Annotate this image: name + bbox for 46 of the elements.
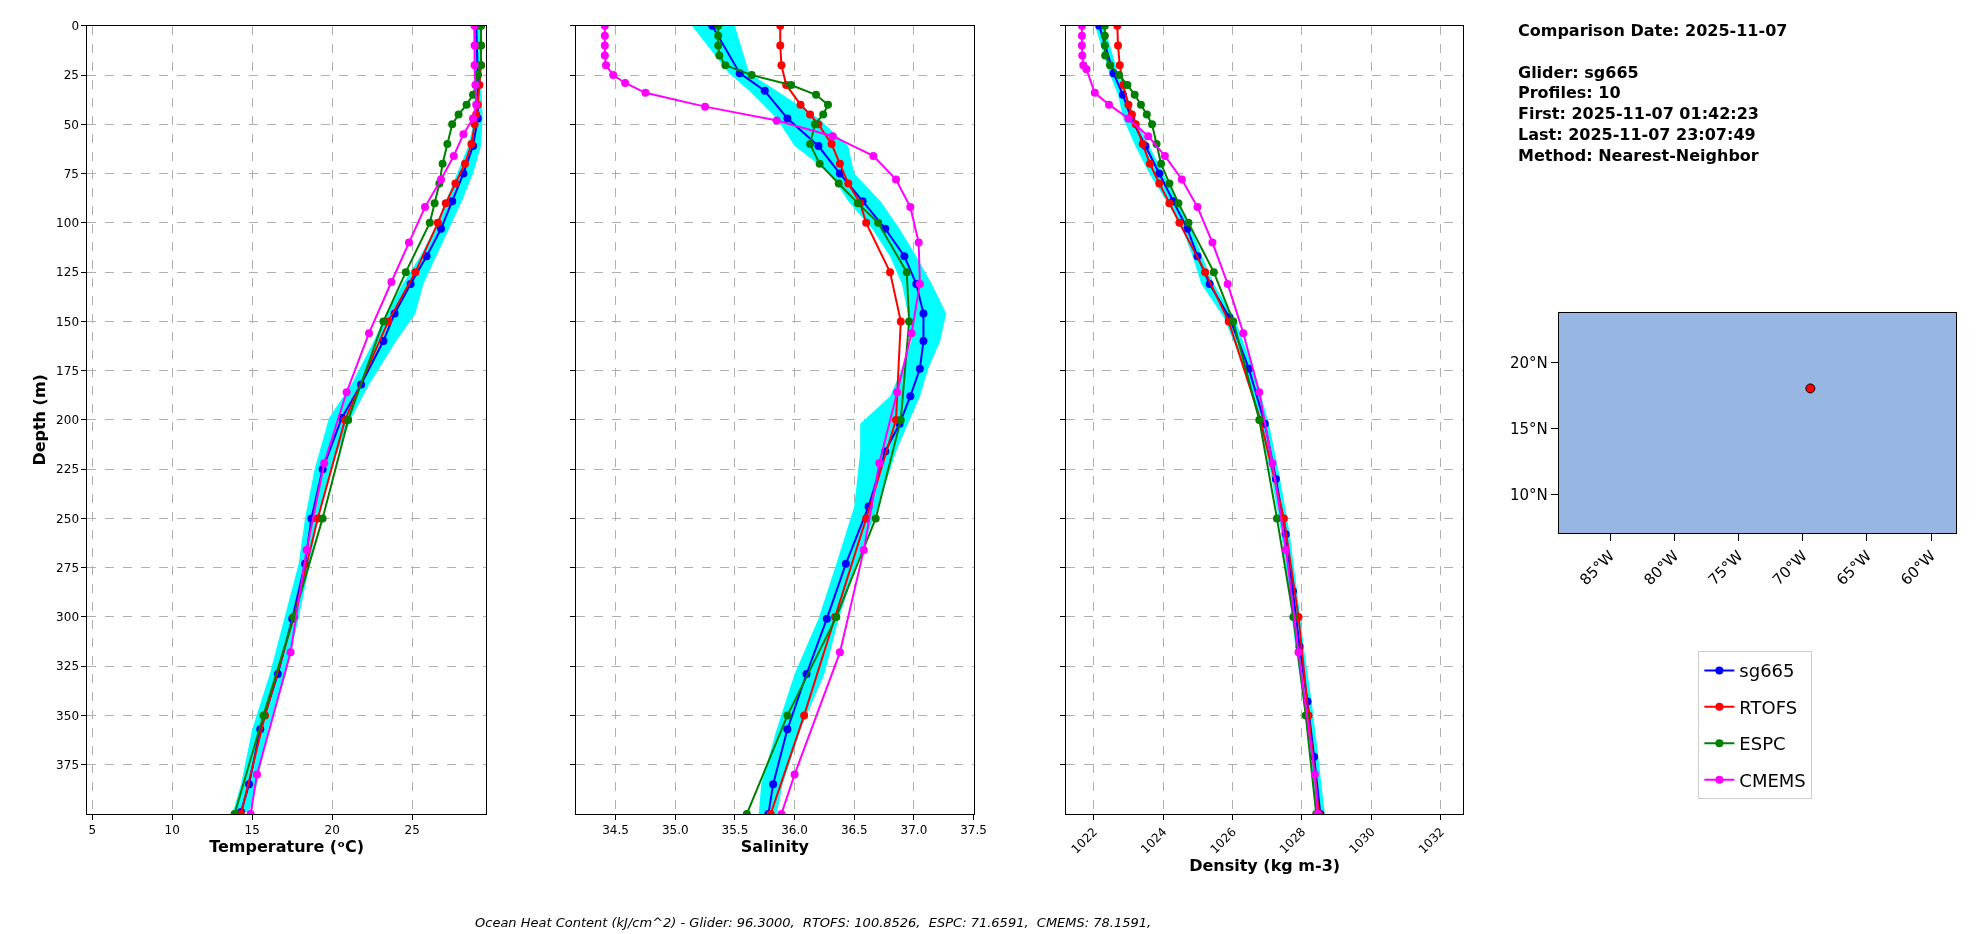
y-tick-label: 375 xyxy=(56,757,80,772)
y-tick-label: 25 xyxy=(63,68,80,83)
text: Ocean Heat Content (kJ/cm^2) - Glider: 96.3000, RTOFS: 100.8526, ESPC: 71.6591, CMEMS: 78.1591, xyxy=(475,915,1152,930)
y-tick-label: 100 xyxy=(56,216,80,231)
y-tick-label: 275 xyxy=(56,560,80,575)
y-tick-label: 325 xyxy=(56,659,80,674)
y-axis-title: Depth (m) xyxy=(30,374,50,466)
legend-label: CMEMS xyxy=(1739,769,1806,791)
x-tick-label: 10 xyxy=(164,823,180,838)
x-axis-title: Temperature (ᵒC) xyxy=(209,837,365,857)
text: Glider: sg665 xyxy=(1518,62,1639,82)
y-tick-label: 350 xyxy=(56,708,80,723)
y-tick-label: 15°N xyxy=(1509,420,1548,439)
y-tick-label: 200 xyxy=(56,413,80,428)
x-tick-label: 35.0 xyxy=(661,823,689,838)
y-tick-label: 0 xyxy=(71,19,80,34)
x-tick-label: 5 xyxy=(88,823,97,838)
x-tick-label: 37.5 xyxy=(960,823,987,838)
x-tick-label: 36.5 xyxy=(840,823,868,838)
text: Comparison Date: 2025-11-07 xyxy=(1518,21,1788,40)
y-tick-label: 20°N xyxy=(1509,354,1548,373)
y-tick-label: 50 xyxy=(63,117,80,132)
text: Method: Nearest-Neighbor xyxy=(1518,145,1759,165)
x-axis-title: Salinity xyxy=(740,837,810,857)
text: Last: 2025-11-07 23:07:49 xyxy=(1518,125,1756,144)
x-tick-label: 35.5 xyxy=(721,823,749,838)
x-axis-title: Density (kg m-3) xyxy=(1189,856,1341,876)
y-tick-label: 150 xyxy=(56,314,80,329)
x-tick-label: 20 xyxy=(324,823,340,838)
x-tick-label: 25 xyxy=(404,823,420,838)
y-tick-label: 75 xyxy=(63,166,80,181)
x-tick-label: 37.0 xyxy=(900,823,928,838)
y-tick-label: 175 xyxy=(56,363,80,378)
y-tick-label: 250 xyxy=(56,511,80,526)
x-tick-label: 36.0 xyxy=(781,823,808,838)
y-tick-label: 125 xyxy=(56,265,80,280)
legend-label: ESPC xyxy=(1739,733,1786,755)
y-tick-label: 10°N xyxy=(1509,486,1548,505)
y-tick-label: 225 xyxy=(56,462,80,477)
legend-label: sg665 xyxy=(1739,660,1795,682)
legend-label: RTOFS xyxy=(1739,696,1798,718)
text: Profiles: 10 xyxy=(1518,83,1621,103)
y-tick-label: 300 xyxy=(56,610,80,625)
x-tick-label: 15 xyxy=(244,823,260,838)
x-tick-label: 34.5 xyxy=(602,823,629,838)
text: First: 2025-11-07 01:42:23 xyxy=(1518,104,1759,124)
